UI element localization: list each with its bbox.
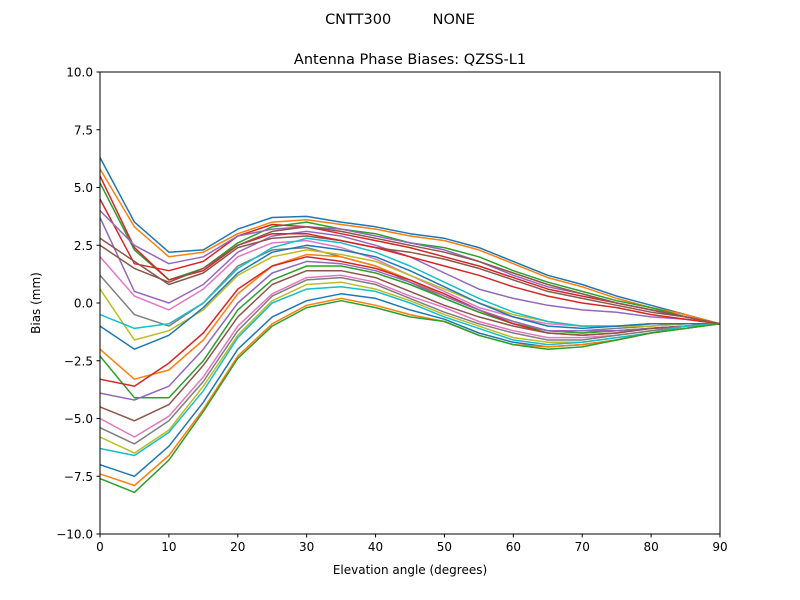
x-tick-label: 0	[96, 540, 104, 554]
x-tick-label: 20	[230, 540, 245, 554]
y-axis: −10.0 −7.5 −5.0 −2.5 0.0 2.5 5.0 7.5 10.0	[56, 66, 100, 542]
y-tick-label: −5.0	[64, 412, 93, 426]
y-tick-label: −7.5	[64, 470, 93, 484]
series-line-1	[99, 157, 721, 325]
series-line-18	[99, 276, 721, 445]
chart-suptitle: CNTT300 NONE	[325, 12, 475, 28]
x-tick-label: 70	[575, 540, 590, 554]
y-tick-label: 2.5	[74, 239, 93, 253]
y-tick-label: −10.0	[56, 528, 93, 542]
x-tick-label: 30	[299, 540, 314, 554]
series-line-20	[99, 286, 721, 457]
x-tick-label: 60	[506, 540, 521, 554]
x-tick-label: 40	[368, 540, 383, 554]
y-axis-label: Bias (mm)	[29, 272, 43, 334]
y-tick-label: 0.0	[74, 297, 93, 311]
x-tick-label: 90	[712, 540, 727, 554]
series-line-6	[99, 235, 721, 325]
series-line-8	[99, 246, 720, 332]
y-tick-label: 7.5	[74, 123, 93, 137]
series-line-2	[99, 168, 721, 325]
x-tick-label: 10	[161, 540, 176, 554]
series-line-24	[99, 175, 721, 325]
series-line-11	[99, 244, 720, 350]
x-axis-label: Elevation angle (degrees)	[333, 563, 487, 577]
series-line-26	[99, 226, 721, 325]
x-axis: 0 10 20 30 40 50 60 70 80 90	[96, 534, 728, 554]
series-line-23	[99, 299, 721, 494]
y-tick-label: −2.5	[64, 354, 93, 368]
series-line-15	[99, 260, 721, 401]
series-lines	[99, 157, 721, 494]
y-tick-label: 5.0	[74, 181, 93, 195]
x-tick-label: 80	[643, 540, 658, 554]
x-tick-label: 50	[437, 540, 452, 554]
series-line-21	[99, 293, 721, 478]
chart-title: Antenna Phase Biases: QZSS-L1	[294, 52, 526, 68]
y-tick-label: 10.0	[66, 66, 93, 80]
series-line-16	[99, 269, 721, 422]
